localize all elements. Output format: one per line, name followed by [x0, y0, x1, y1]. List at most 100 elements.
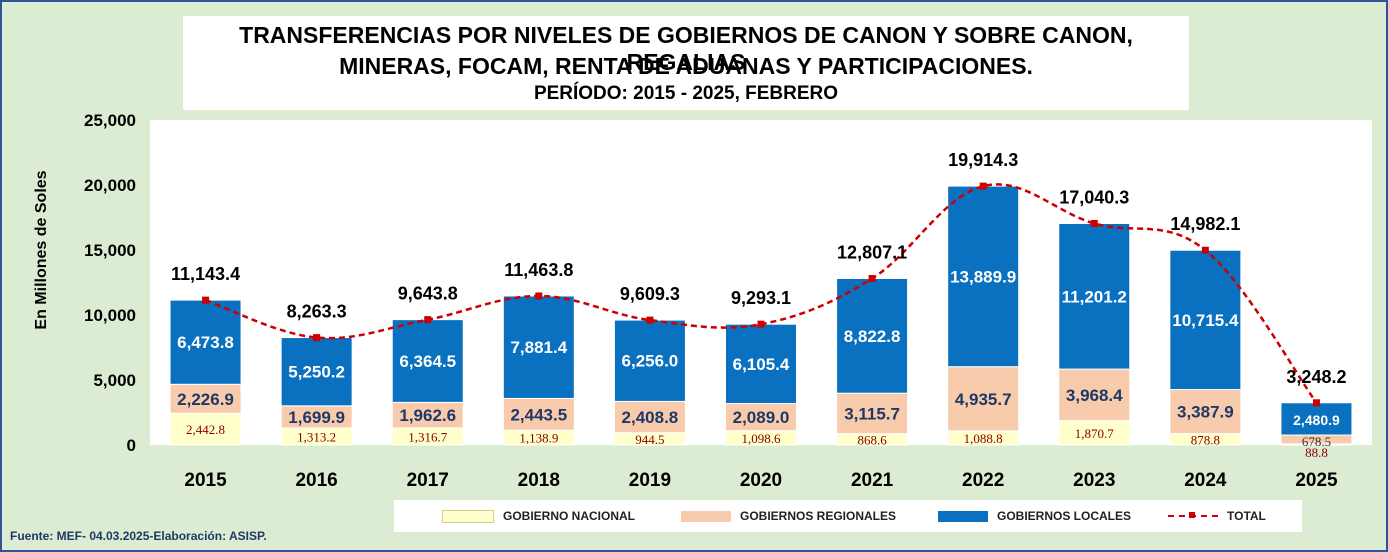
- bar-locales: [725, 323, 797, 405]
- total-label: 8,263.3: [287, 302, 347, 322]
- data-label-locales: 6,364.5: [399, 352, 456, 371]
- bar-locales: [280, 337, 353, 407]
- legend-swatch-locales: [938, 510, 988, 522]
- total-label: 9,609.3: [620, 284, 680, 304]
- total-label: 9,293.1: [731, 288, 791, 308]
- total-marker: [313, 334, 321, 342]
- total-label: 12,807.1: [837, 243, 907, 263]
- y-tick-label: 10,000: [84, 306, 136, 325]
- data-label-locales: 11,201.2: [1062, 287, 1127, 306]
- legend-line-total: [1168, 512, 1218, 518]
- total-marker: [1312, 399, 1320, 407]
- x-tick-label: 2025: [1295, 470, 1338, 491]
- legend-swatch-nacional: [442, 509, 494, 523]
- x-tick-label: 2020: [740, 470, 782, 491]
- data-label-regionales: 1,962.6: [399, 406, 456, 425]
- chart-title-line-1: TRANSFERENCIAS POR NIVELES DE GOBIERNOS …: [239, 22, 1133, 75]
- bar-regionales: [1058, 368, 1131, 422]
- data-label-locales: 6,256.0: [622, 352, 679, 371]
- bar-locales: [391, 319, 464, 403]
- bar-locales: [169, 299, 242, 385]
- y-tick-label: 20,000: [84, 176, 136, 195]
- legend-item-regionales: GOBIERNOS REGIONALES: [681, 500, 896, 532]
- data-label-locales: 7,881.4: [510, 338, 567, 357]
- total-marker: [646, 316, 654, 324]
- total-marker: [1090, 219, 1098, 227]
- total-marker: [757, 320, 765, 328]
- data-label-nacional: 88.8: [1305, 445, 1328, 460]
- bar-regionales: [836, 392, 909, 435]
- legend-item-total: TOTAL: [1168, 500, 1266, 532]
- bar-nacional: [169, 412, 242, 446]
- data-label-nacional: 1,088.8: [964, 431, 1003, 446]
- y-axis-label: En Millones de Soles: [33, 170, 50, 329]
- legend-item-nacional: GOBIERNO NACIONAL: [442, 500, 635, 532]
- legend-item-locales: GOBIERNOS LOCALES: [938, 500, 1131, 532]
- legend-label-regionales: GOBIERNOS REGIONALES: [740, 509, 897, 523]
- data-label-nacional: 944.5: [635, 432, 664, 447]
- data-label-nacional: 1,316.7: [408, 429, 448, 444]
- x-tick-label: 2024: [1184, 470, 1227, 491]
- total-marker: [1201, 246, 1209, 254]
- y-tick-label: 0: [127, 436, 136, 455]
- data-label-nacional: 2,442.8: [186, 422, 225, 437]
- data-label-locales: 6,105.4: [733, 355, 790, 374]
- data-label-regionales: 2,408.8: [622, 408, 679, 427]
- bar-regionales: [1169, 389, 1242, 435]
- data-label-regionales: 2,443.5: [510, 405, 567, 424]
- total-marker: [202, 296, 210, 304]
- bar-regionales: [947, 366, 1020, 432]
- x-tick-label: 2023: [1073, 470, 1115, 491]
- total-label: 19,914.3: [948, 150, 1018, 170]
- total-line: [205, 183, 1318, 404]
- bar-locales: [1280, 402, 1353, 436]
- legend-label-total: TOTAL: [1227, 509, 1266, 523]
- total-marker: [868, 275, 876, 283]
- data-label-locales: 6,473.8: [177, 333, 234, 352]
- data-label-locales: 10,715.4: [1172, 311, 1239, 330]
- x-tick-label: 2015: [184, 470, 227, 491]
- data-label-locales: 13,889.9: [950, 267, 1016, 286]
- data-label-nacional: 1,138.9: [519, 431, 558, 446]
- y-tick-label: 5,000: [93, 371, 136, 390]
- data-label-nacional: 868.6: [857, 432, 887, 447]
- chart-subtitle-period: PERÍODO: 2015 - 2025, FEBRERO: [533, 83, 839, 104]
- data-label-regionales: 2,089.0: [733, 408, 790, 427]
- y-tick-label: 15,000: [84, 241, 136, 260]
- data-label-regionales: 3,968.4: [1066, 386, 1123, 405]
- source-note: Fuente: MEF- 04.03.2025-Elaboración: ASI…: [10, 529, 267, 543]
- data-label-nacional: 1,313.2: [297, 429, 336, 444]
- total-label: 3,248.2: [1286, 367, 1346, 387]
- total-label: 11,143.4: [171, 264, 240, 284]
- data-label-nacional: 878.8: [1191, 432, 1220, 447]
- bar-locales: [947, 185, 1020, 368]
- data-label-locales: 8,822.8: [844, 327, 901, 346]
- data-label-regionales: 678.5: [1302, 434, 1331, 449]
- total-marker: [424, 316, 432, 324]
- data-label-regionales: 1,699.9: [288, 408, 345, 427]
- x-tick-label: 2016: [295, 470, 337, 491]
- chart-title-line-2: MINERAS, FOCAM, RENTA DE ADUANAS Y PARTI…: [339, 53, 1033, 79]
- data-label-regionales: 2,226.9: [177, 390, 234, 409]
- data-label-nacional: 1,098.6: [742, 431, 782, 446]
- y-tick-label: 25,000: [84, 111, 136, 130]
- bar-nacional: [1058, 420, 1131, 446]
- x-tick-label: 2019: [629, 470, 671, 491]
- total-label: 14,982.1: [1170, 214, 1240, 234]
- x-tick-label: 2022: [962, 470, 1004, 491]
- x-tick-label: 2018: [518, 470, 560, 491]
- legend-label-locales: GOBIERNOS LOCALES: [997, 509, 1132, 523]
- x-tick-label: 2017: [407, 470, 449, 491]
- legend-label-nacional: GOBIERNO NACIONAL: [503, 509, 635, 523]
- data-label-regionales: 4,935.7: [955, 390, 1012, 409]
- bar-locales: [1058, 222, 1131, 370]
- data-label-regionales: 3,115.7: [844, 404, 900, 423]
- x-tick-label: 2021: [851, 470, 894, 491]
- data-label-regionales: 3,387.9: [1177, 403, 1234, 422]
- data-label-nacional: 1,870.7: [1075, 426, 1115, 441]
- total-label: 11,463.8: [504, 260, 573, 280]
- data-label-locales: 2,480.9: [1293, 412, 1340, 428]
- total-label: 17,040.3: [1059, 187, 1129, 207]
